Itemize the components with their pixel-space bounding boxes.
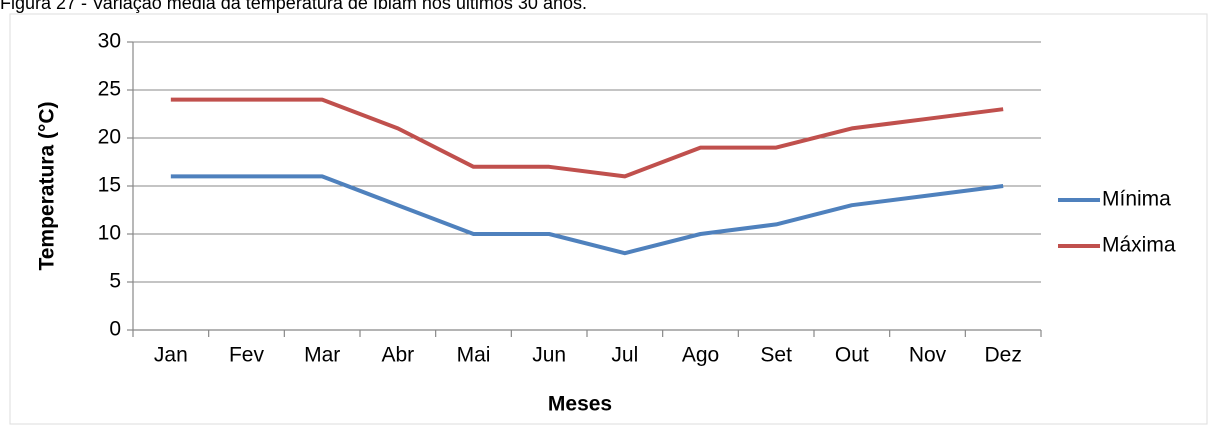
y-tick-label: 0 bbox=[109, 318, 121, 341]
y-tick-label: 5 bbox=[109, 270, 121, 293]
line-series bbox=[170, 174, 1004, 256]
legend-label: Máxima bbox=[1102, 234, 1176, 257]
x-tick-label: Set bbox=[760, 344, 792, 367]
x-tick-label: Jul bbox=[611, 344, 638, 367]
chart-frame bbox=[9, 13, 1208, 425]
x-tick-label: Dez bbox=[984, 344, 1021, 367]
y-tick-label: 20 bbox=[98, 126, 121, 149]
x-tick-label: Jun bbox=[532, 344, 566, 367]
legend-label: Mínima bbox=[1102, 188, 1171, 211]
x-tick-label: Nov bbox=[909, 344, 947, 367]
line-series bbox=[170, 97, 1004, 179]
x-tick-label: Fev bbox=[229, 344, 265, 367]
x-tick-label: Abr bbox=[381, 344, 414, 367]
y-tick-label: 25 bbox=[98, 78, 121, 101]
y-tick-label: 15 bbox=[98, 174, 121, 197]
y-tick-label: 10 bbox=[98, 222, 121, 245]
x-axis-label: Meses bbox=[548, 393, 612, 416]
chart-title: Figura 27 - Variação média da temperatur… bbox=[0, 0, 587, 13]
x-tick-label: Mai bbox=[457, 344, 491, 367]
x-tick-label: Jan bbox=[154, 344, 188, 367]
x-tick-label: Ago bbox=[682, 344, 719, 367]
y-axis-label: Temperatura (°C) bbox=[36, 101, 59, 270]
x-tick-label: Out bbox=[835, 344, 869, 367]
x-tick-label: Mar bbox=[304, 344, 340, 367]
y-tick-label: 30 bbox=[98, 30, 121, 53]
